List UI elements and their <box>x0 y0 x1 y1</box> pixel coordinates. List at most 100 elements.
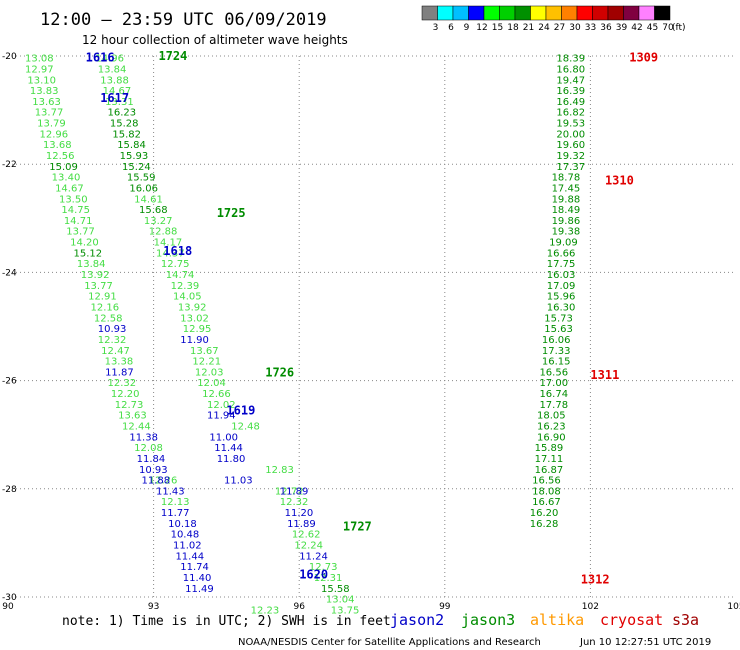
cryosat-value-label: 16.67 <box>532 497 561 508</box>
jason3-value-label: 13.31 <box>105 97 134 108</box>
x-tick-label: 105 <box>727 602 740 612</box>
pass-label: 1309 <box>629 51 658 65</box>
legend-altika: altika <box>530 611 584 629</box>
cryosat-value-label: 18.08 <box>532 486 561 497</box>
jason3-value-label: 12.83 <box>265 465 294 476</box>
jason3-value-label: 14.71 <box>64 216 93 227</box>
cryosat-value-label: 17.33 <box>542 346 571 357</box>
chart-subtitle: 12 hour collection of altimeter wave hei… <box>82 33 348 47</box>
jason3-value-label: 13.40 <box>52 173 81 184</box>
color-scale-swatch <box>607 5 624 21</box>
jason3-value-label: 13.04 <box>326 595 355 606</box>
jason3-value-label: 12.66 <box>202 389 231 400</box>
cryosat-value-label: 18.49 <box>552 205 581 216</box>
jason3-value-label: 12.72 <box>275 486 304 497</box>
jason2-value-label: 11.44 <box>175 551 204 562</box>
jason3-value-label: 12.97 <box>25 64 54 75</box>
jason2-value-label: 11.90 <box>180 335 209 346</box>
legend-cryosat: cryosat <box>600 611 663 629</box>
jason2-value-label: 11.20 <box>285 508 314 519</box>
axis-ticks: 90 93 96 99 102 105 -20 -22 -24 -26 -28 -30 <box>2 52 740 612</box>
jason3-value-label: 13.75 <box>331 605 360 616</box>
color-scale-label: 24 <box>538 23 550 33</box>
jason2-value-label: 11.40 <box>183 573 212 584</box>
pass-label: 1726 <box>265 365 294 379</box>
cryosat-value-label: 16.03 <box>547 270 576 281</box>
jason3-value-label: 16.06 <box>129 183 158 194</box>
pass-label: 1620 <box>299 567 328 581</box>
cryosat-value-label: 16.06 <box>542 335 571 346</box>
jason3-value-label: 12.91 <box>88 292 117 303</box>
color-scale-swatch <box>421 5 438 21</box>
color-scale-swatch <box>592 5 609 21</box>
color-scale-swatch <box>623 5 640 21</box>
y-tick-label: -26 <box>2 377 17 387</box>
pass-label: 1724 <box>158 49 187 63</box>
legend-jason3: jason3 <box>461 611 515 629</box>
color-scale-swatch <box>452 5 469 21</box>
jason3-value-label: 12.95 <box>183 324 212 335</box>
pass-label: 1727 <box>343 520 372 534</box>
jason2-value-label: 11.84 <box>137 454 166 465</box>
jason3-value-label: 12.31 <box>314 573 343 584</box>
jason3-value-label: 12.73 <box>309 562 338 573</box>
color-scale-swatch <box>514 5 531 21</box>
color-scale-swatch <box>530 5 547 21</box>
cryosat-value-label: 16.39 <box>556 86 585 97</box>
cryosat-value-label: 19.60 <box>556 140 585 151</box>
jason3-value-label: 15.24 <box>122 162 151 173</box>
jason2-value-label: 10.48 <box>171 530 200 541</box>
y-tick-label: -24 <box>2 268 17 278</box>
jason3-value-label: 12.03 <box>195 367 224 378</box>
jason2-value-label: 11.03 <box>224 476 253 487</box>
jason3-value-label: 13.84 <box>98 64 127 75</box>
jason3-value-label: 14.61 <box>134 194 163 205</box>
jason3-value-label: 12.04 <box>197 378 226 389</box>
color-scale-label: 36 <box>600 23 612 33</box>
jason2-value-label: 11.89 <box>287 519 316 530</box>
jason2-value-label: 11.00 <box>209 432 238 443</box>
jason3-value-label: 12.75 <box>161 259 190 270</box>
jason3-value-label: 13.79 <box>37 119 66 130</box>
jason3-value-label: 12.56 <box>46 151 75 162</box>
color-scale-unit: (ft) <box>672 23 686 33</box>
jason3-value-label: 13.88 <box>100 75 129 86</box>
jason3-value-label: 15.28 <box>110 119 139 130</box>
jason2-value-label: 11.74 <box>180 562 209 573</box>
jason3-value-label: 12.13 <box>161 497 190 508</box>
color-scale-legend: 3 6 9 12 15 18 21 24 27 30 33 36 39 42 45 70(ft) <box>421 5 686 33</box>
units-note: note: 1) Time is in UTC; 2) SWH is in fe… <box>62 614 391 629</box>
jason3-value-label: 15.68 <box>139 205 168 216</box>
pass-labels: 1616 1617 1618 1619 1620 1724 1725 1726 1727 1309… <box>86 49 658 587</box>
color-scale-label: 12 <box>476 23 487 33</box>
timestamp: Jun 10 12:27:51 UTC 2019 <box>579 637 711 648</box>
jason2-value-label: 11.87 <box>105 367 134 378</box>
jason3-value-label: 14.67 <box>103 86 132 97</box>
cryosat-value-label: 18.39 <box>556 54 585 65</box>
jason2-value-label: 11.77 <box>161 508 190 519</box>
x-tick-label: 93 <box>148 602 159 612</box>
cryosat-value-label: 16.82 <box>556 108 585 119</box>
jason3-value-label: 13.10 <box>27 75 56 86</box>
jason3-value-label: 14.96 <box>95 54 124 65</box>
plot-grid <box>8 55 736 598</box>
jason3-value-label: 13.02 <box>180 313 209 324</box>
cryosat-value-label: 16.23 <box>537 422 566 433</box>
jason2-value-label: 11.49 <box>185 584 214 595</box>
jason2-value-label: 11.38 <box>129 432 158 443</box>
jason3-value-label: 13.67 <box>190 346 219 357</box>
pass-label: 1617 <box>100 91 129 105</box>
cryosat-value-label: 15.89 <box>535 443 564 454</box>
cryosat-value-label: 17.78 <box>539 400 568 411</box>
jason3-value-label: 12.39 <box>171 281 200 292</box>
color-scale-swatch <box>561 5 578 21</box>
jason3-value-label: 12.08 <box>134 443 163 454</box>
jason3-value-label: 13.68 <box>43 140 72 151</box>
wave-height-values: 13.0812.9713.1013.8313.6313.7713.7912.96… <box>25 54 585 617</box>
cryosat-value-label: 16.74 <box>539 389 568 400</box>
jason3-value-label: 12.96 <box>40 129 69 140</box>
color-scale-label: 33 <box>585 23 596 33</box>
jason3-value-label: 12.73 <box>115 400 144 411</box>
cryosat-value-label: 16.56 <box>539 367 568 378</box>
jason3-value-label: 14.75 <box>61 205 90 216</box>
